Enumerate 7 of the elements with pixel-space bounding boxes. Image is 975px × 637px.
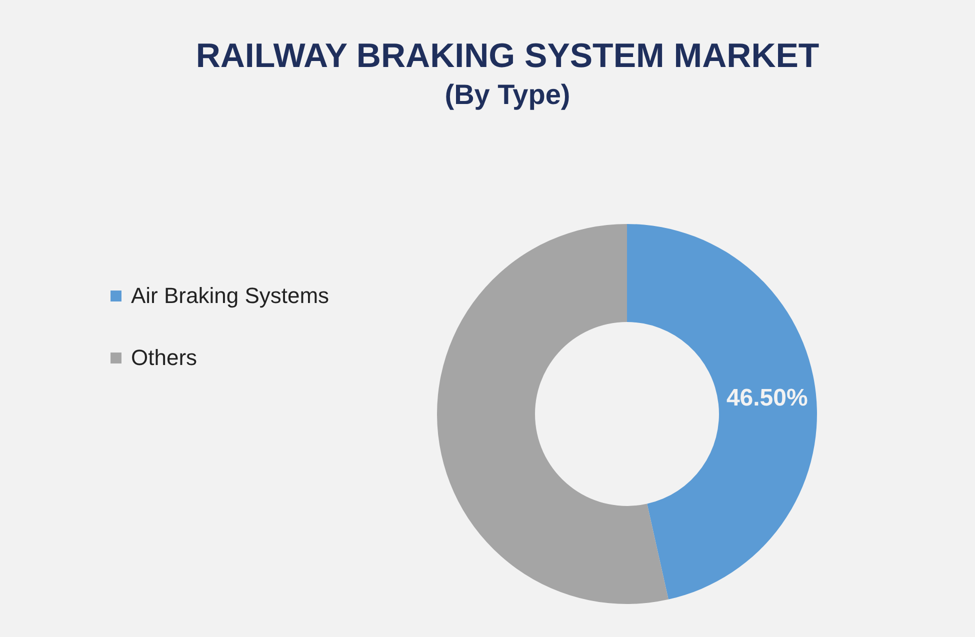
donut-slice [627,224,817,600]
legend-label: Others [131,345,198,370]
chart-title: RAILWAY BRAKING SYSTEM MARKET [196,37,820,75]
data-label: 46.50% [726,384,808,412]
chart-subtitle: (By Type) [444,79,570,110]
donut-slice [437,224,668,604]
legend-label: Air Braking Systems [131,283,330,308]
